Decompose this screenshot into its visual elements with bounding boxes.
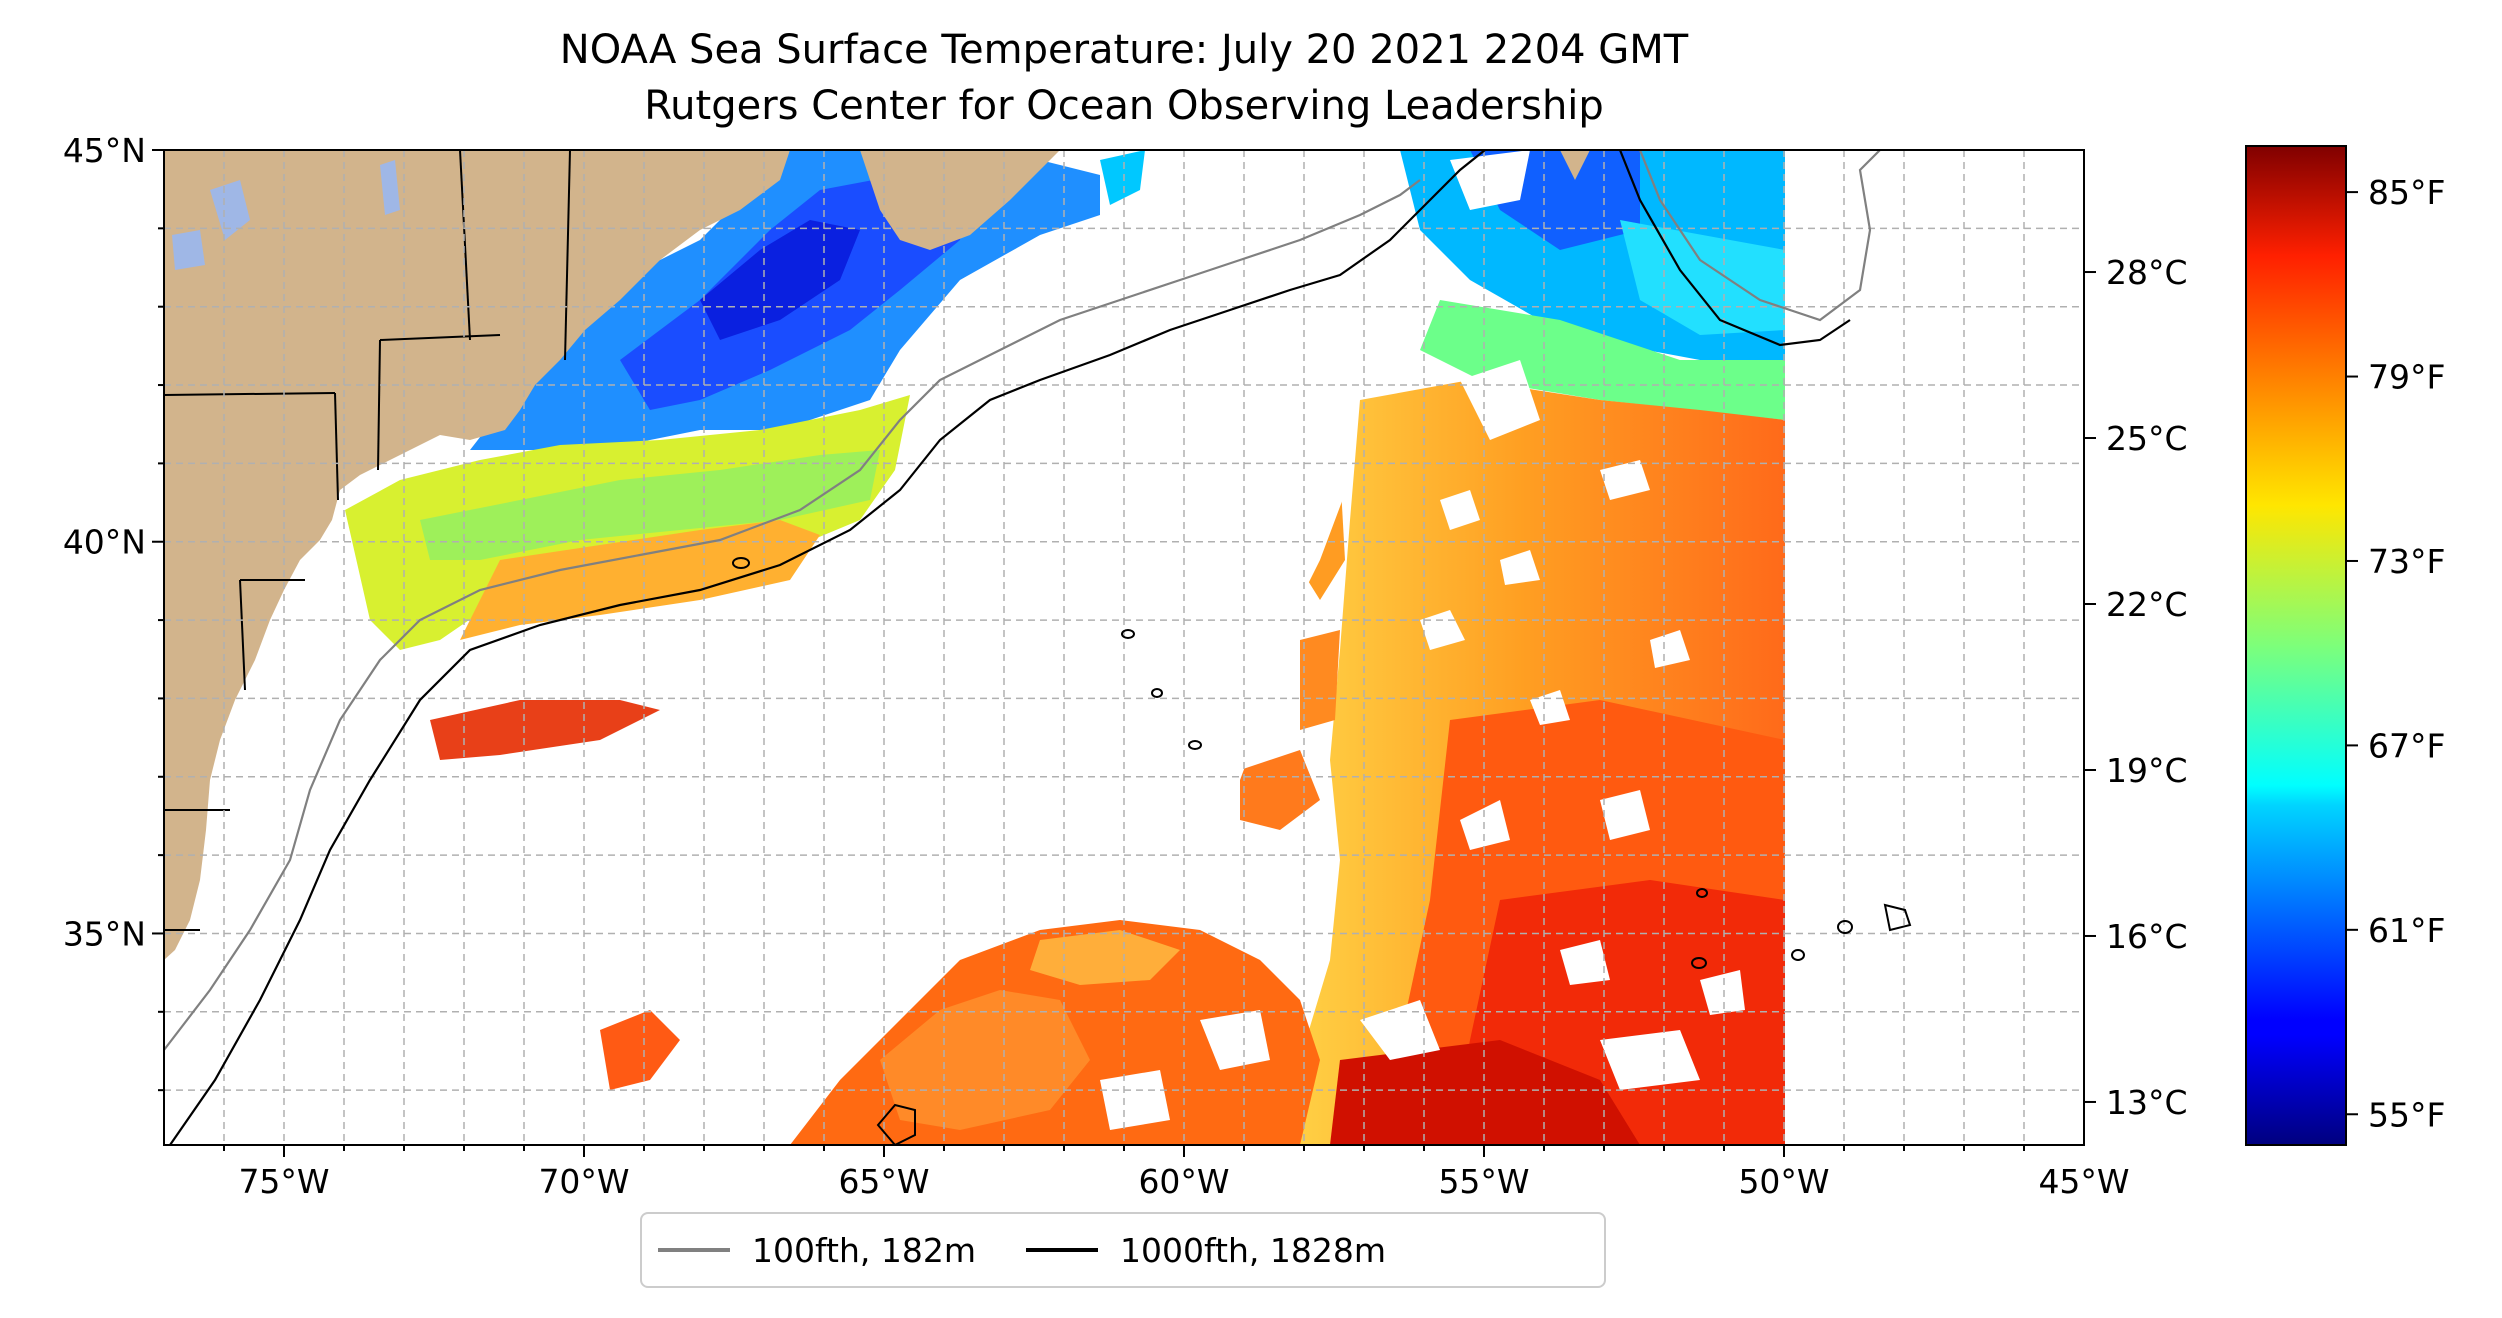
lon-tick-labels: 75°W 70°W 65°W 60°W 55°W 50°W 45°W	[238, 1162, 2129, 1201]
lon-tick-label: 55°W	[1438, 1162, 1529, 1201]
colorbar-f-tick-label: 79°F	[2368, 358, 2445, 397]
colorbar-f-tick-label: 61°F	[2368, 911, 2445, 950]
lon-tick-label: 60°W	[1138, 1162, 1229, 1201]
isobath-100fth	[164, 179, 1421, 1051]
isobath-1000fth-grand-banks	[1618, 150, 1851, 347]
colorbar-c-tick-label: 22°C	[2106, 585, 2188, 624]
lon-tick-label: 45°W	[2038, 1162, 2129, 1201]
isobath-1000fth	[169, 150, 1486, 1145]
colorbar-f-tick-label: 73°F	[2368, 542, 2445, 581]
map-subtitle: Rutgers Center for Ocean Observing Leade…	[644, 83, 1604, 129]
colorbar-c-tick-label: 13°C	[2106, 1083, 2188, 1122]
legend-swatch-1000fth	[1026, 1248, 1098, 1252]
colorbar-celsius-ticks: 28°C 25°C 22°C 19°C 16°C 13°C	[2084, 253, 2188, 1122]
colorbar-c-tick-label: 19°C	[2106, 751, 2188, 790]
map-tick-marks	[152, 149, 2025, 1157]
legend-label-1000fth: 1000fth, 1828m	[1120, 1230, 1386, 1270]
map-title: NOAA Sea Surface Temperature: July 20 20…	[559, 27, 1689, 73]
isobath-100fth-grand-banks	[1638, 150, 1881, 322]
lon-tick-label: 65°W	[838, 1162, 929, 1201]
lat-tick-labels: 35°N 40°N 45°N	[63, 131, 146, 953]
lat-tick-label: 40°N	[63, 523, 146, 562]
no-data-gaps	[1100, 150, 1745, 1130]
gridlines	[164, 150, 2084, 1145]
lat-tick-label: 35°N	[63, 914, 146, 953]
colorbar-f-tick-label: 85°F	[2368, 173, 2445, 212]
seamounts	[732, 557, 1912, 1145]
legend-swatch-100fth	[658, 1248, 730, 1252]
lon-tick-label: 70°W	[538, 1162, 629, 1201]
legend-item-1000fth: 1000fth, 1828m	[1026, 1231, 1386, 1270]
lat-tick-label: 45°N	[63, 131, 146, 170]
colorbar-c-tick-label: 16°C	[2106, 917, 2188, 956]
colorbar-c-tick-label: 25°C	[2106, 419, 2188, 458]
legend-label-100fth: 100fth, 182m	[752, 1230, 976, 1270]
lon-tick-label: 75°W	[238, 1162, 329, 1201]
colorbar-gradient	[2245, 145, 2347, 1146]
map-area	[164, 150, 2084, 1145]
colorbar-f-tick-label: 55°F	[2368, 1095, 2445, 1134]
lon-tick-label: 50°W	[1738, 1162, 1829, 1201]
colorbar: 85°F 79°F 73°F 67°F 61°F 55°F 28°C 25°C 22°C 19°…	[2084, 145, 2445, 1146]
colorbar-f-tick-label: 67°F	[2368, 726, 2445, 765]
legend: 100fth, 182m 1000fth, 1828m	[640, 1212, 1606, 1288]
legend-item-100fth: 100fth, 182m	[658, 1231, 976, 1270]
land	[164, 150, 1590, 960]
colorbar-fahrenheit-ticks: 85°F 79°F 73°F 67°F 61°F 55°F	[2346, 173, 2445, 1134]
colorbar-c-tick-label: 28°C	[2106, 253, 2188, 292]
state-borders	[164, 150, 571, 931]
